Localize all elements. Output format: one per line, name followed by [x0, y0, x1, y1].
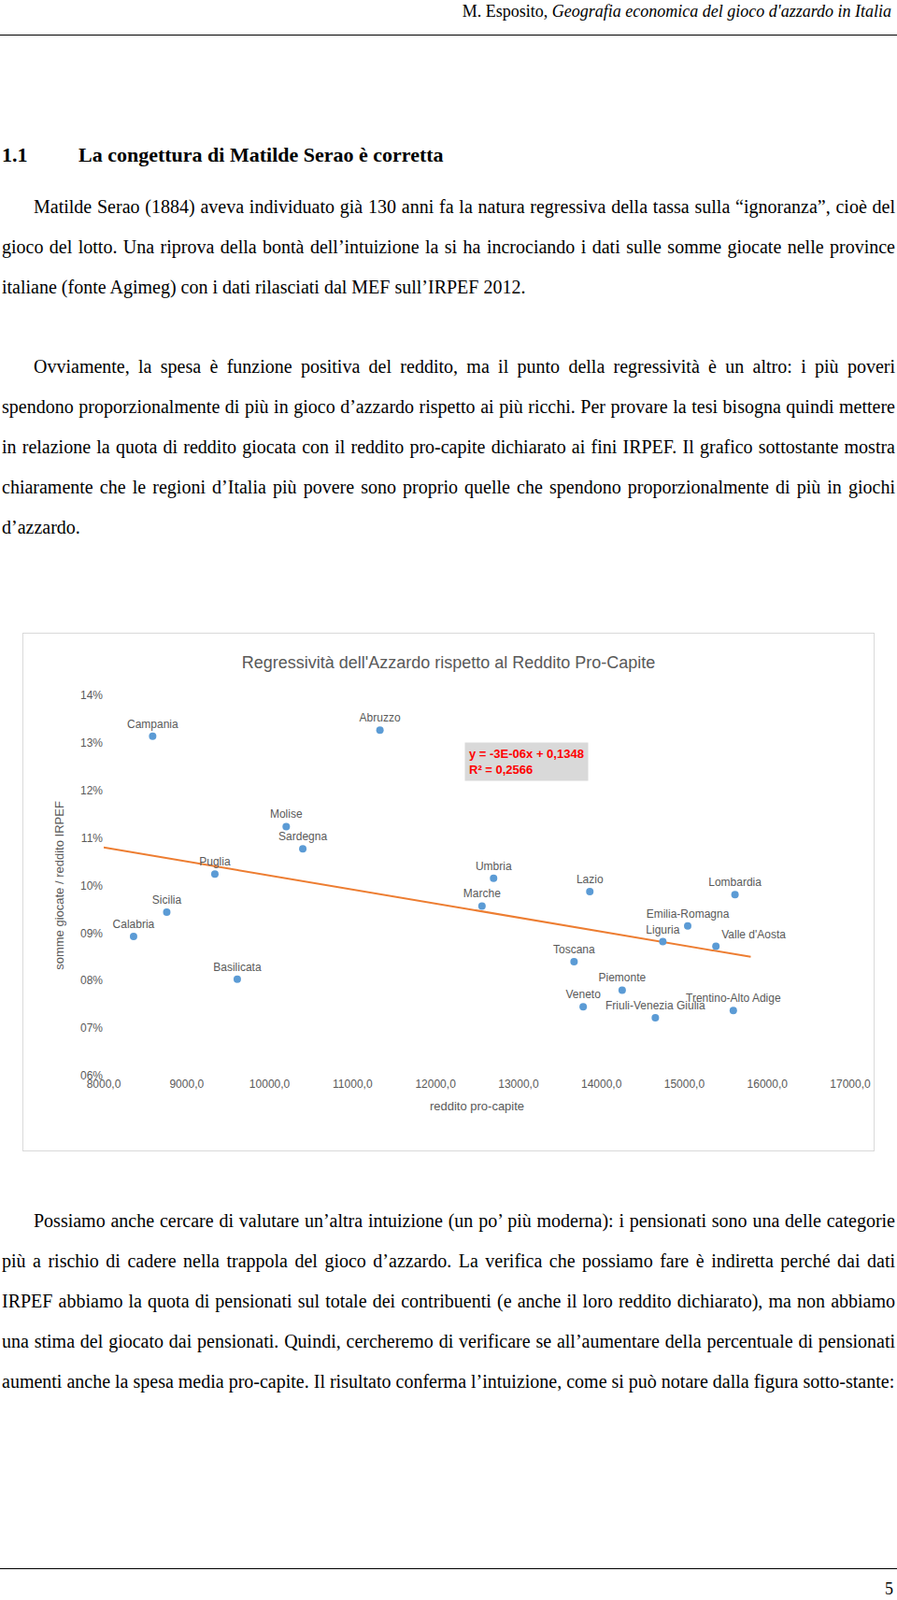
- svg-text:Sardegna: Sardegna: [278, 829, 328, 843]
- svg-text:16000,0: 16000,0: [747, 1077, 789, 1091]
- svg-text:13000,0: 13000,0: [498, 1077, 540, 1091]
- svg-text:Friuli-Venezia Giulia: Friuli-Venezia Giulia: [605, 998, 706, 1012]
- html-text:M. Esposito, Geografia economi: M. Esposito, Geografia economica del gio…: [462, 1, 892, 21]
- svg-text:Abruzzo: Abruzzo: [359, 711, 401, 725]
- svg-text:reddito pro-capite: reddito pro-capite: [429, 1098, 525, 1113]
- svg-text:9000,0: 9000,0: [169, 1077, 204, 1091]
- svg-text:Piemonte: Piemonte: [598, 970, 647, 984]
- svg-text:10%: 10%: [80, 879, 103, 893]
- html-text:Matilde Serao (1884) aveva ind: Matilde Serao (1884) aveva individuato g…: [1, 196, 896, 298]
- svg-text:Umbria: Umbria: [475, 859, 513, 873]
- svg-text:06%: 06%: [80, 1068, 103, 1083]
- svg-text:Toscana: Toscana: [553, 942, 596, 956]
- svg-text:Emilia-Romagna: Emilia-Romagna: [646, 907, 730, 921]
- svg-text:10000,0: 10000,0: [249, 1077, 291, 1091]
- svg-text:y = -3E-06x + 0,1348R² = 0,256: y = -3E-06x + 0,1348R² = 0,2566: [469, 746, 584, 777]
- html-text:5: 5: [884, 1579, 894, 1598]
- svg-text:Marche: Marche: [463, 886, 501, 900]
- svg-text:15000,0: 15000,0: [664, 1077, 706, 1091]
- svg-text:17000,0: 17000,0: [829, 1077, 871, 1091]
- svg-text:Calabria: Calabria: [113, 917, 156, 931]
- svg-text:Lombardia: Lombardia: [708, 875, 762, 889]
- svg-text:8000,0: 8000,0: [86, 1077, 122, 1091]
- html-text:La congettura di Matilde Serao: La congettura di Matilde Serao è corrett…: [78, 142, 444, 167]
- svg-text:Lazio: Lazio: [576, 872, 604, 886]
- svg-text:Sicilia: Sicilia: [152, 893, 183, 907]
- svg-text:Valle d'Aosta: Valle d'Aosta: [721, 927, 786, 941]
- html-text:Possiamo anche cercare di valu: Possiamo anche cercare di valutare un’al…: [1, 1210, 896, 1392]
- svg-text:08%: 08%: [80, 973, 103, 987]
- svg-text:Liguria: Liguria: [645, 923, 680, 937]
- svg-text:12000,0: 12000,0: [414, 1077, 456, 1091]
- svg-text:Veneto: Veneto: [565, 987, 601, 1001]
- svg-text:Molise: Molise: [270, 807, 303, 821]
- svg-text:Puglia: Puglia: [199, 854, 231, 869]
- html-text:1.1: 1.1: [1, 142, 28, 167]
- svg-text:Trentino-Alto Adige: Trentino-Alto Adige: [685, 991, 782, 1005]
- svg-text:11000,0: 11000,0: [332, 1077, 373, 1091]
- html-text:Ovviamente, la spesa è funzion: Ovviamente, la spesa è funzione positiva…: [1, 355, 896, 538]
- svg-text:Regressività dell'Azzardo risp: Regressività dell'Azzardo rispetto al Re…: [242, 653, 656, 672]
- svg-text:13%: 13%: [80, 736, 103, 750]
- svg-text:Basilicata: Basilicata: [213, 960, 262, 974]
- svg-text:14%: 14%: [80, 688, 103, 702]
- svg-text:12%: 12%: [80, 783, 103, 798]
- svg-text:11%: 11%: [81, 831, 103, 845]
- svg-text:somme giocate / reddito IRPEF: somme giocate / reddito IRPEF: [52, 800, 67, 970]
- svg-text:14000,0: 14000,0: [581, 1077, 623, 1091]
- svg-text:07%: 07%: [80, 1021, 103, 1035]
- svg-text:09%: 09%: [80, 926, 103, 940]
- svg-text:Campania: Campania: [127, 717, 179, 731]
